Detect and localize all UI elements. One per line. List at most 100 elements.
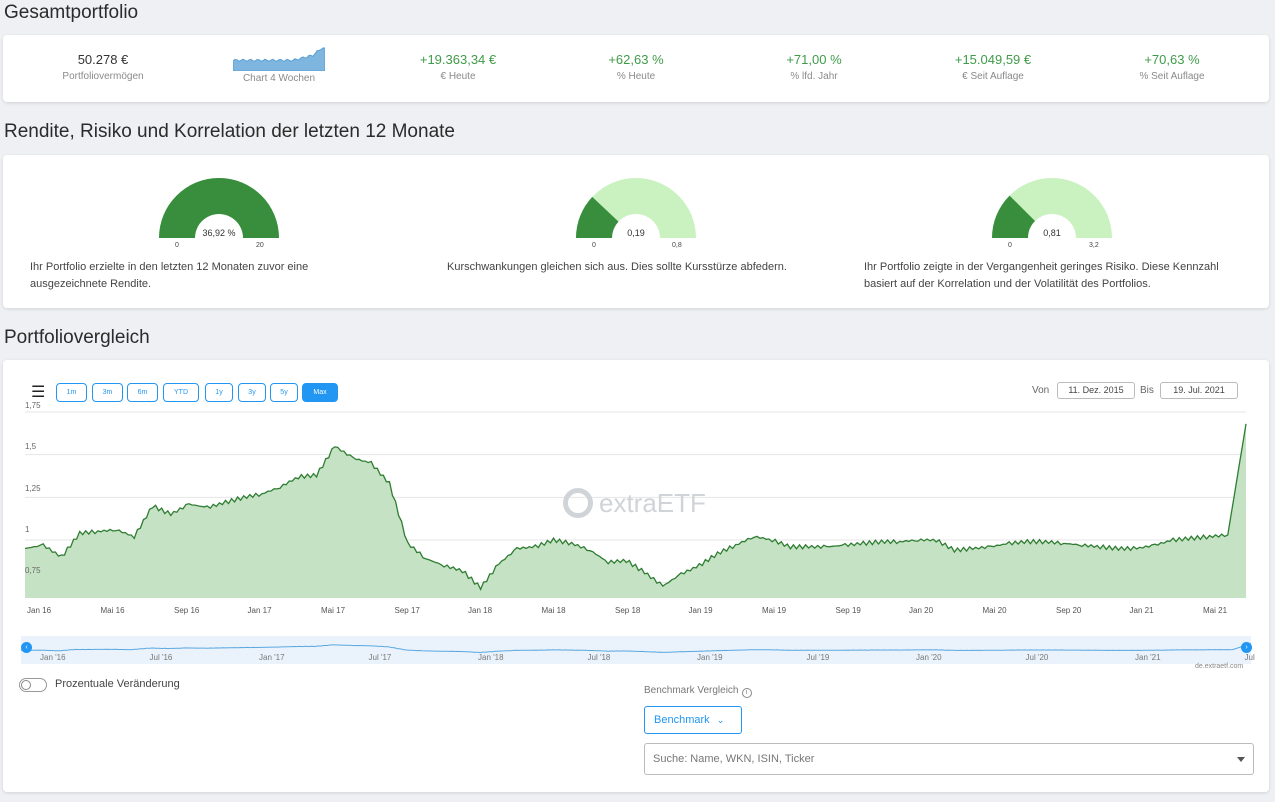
gauge-volatility-dial [576,178,696,238]
kpi-label: € Heute [440,71,476,82]
info-icon[interactable]: i [741,688,752,698]
risk-card: 36,92 % 0 20 Ihr Portfolio erzielte in d… [3,155,1269,308]
range-button-1m[interactable]: 1m [56,383,87,402]
menu-icon[interactable]: ☰ [31,384,46,401]
x-tick: Jan 18 [468,606,493,615]
gauge-description: Kurschwankungen gleichen sich aus. Dies … [447,261,787,273]
navigator-tick: Jan '19 [697,653,723,662]
kpi-value: +19.363,34 € [419,52,497,67]
x-tick: Mai 20 [982,606,1007,615]
gauge-risk-dial [992,178,1112,238]
overview-title: Gesamtportfolio [4,2,139,23]
kpi-portfolio-value: 50.278 € Portfoliovermögen [13,52,193,82]
navigator-tick: Jul '19 [806,653,830,662]
range-button-ytd[interactable]: YTD [163,383,199,402]
kpi-value: +71,00 % [786,52,842,67]
y-tick: 1 [25,525,30,534]
x-tick: Jan 21 [1129,606,1154,615]
kpi-percent-today: +62,63 % % Heute [546,52,726,82]
x-tick: Mai 19 [762,606,787,615]
y-tick: 1,75 [25,401,41,410]
x-tick: Mai 17 [321,606,346,615]
gauge-value: 36,92 % [202,228,236,238]
chevron-down-icon: ⌄ [716,715,725,725]
kpi-euro-today: +19.363,34 € € Heute [368,52,548,82]
percent-change-label: Prozentuale Veränderung [55,678,180,690]
navigator-tick: Jan '18 [478,653,504,662]
kpi-value: 50.278 € [77,52,129,67]
kpi-percent-ytd: +71,00 % % lfd. Jahr [724,52,904,82]
kpi-label: % lfd. Jahr [790,71,838,82]
kpi-label: % Heute [616,71,656,82]
date-from-input[interactable]: 11. Dez. 2015 [1057,382,1135,399]
x-tick: Jan 20 [909,606,934,615]
portfolio-chart[interactable] [3,360,1269,610]
y-tick: 1,25 [25,484,41,493]
navigator-right-handle-icon[interactable]: › [1241,642,1252,653]
gauge-min: 0 [1008,242,1012,249]
chart-series-line [24,423,1247,592]
kpi-label: % Seit Auflage [1139,71,1205,82]
watermark-logo-icon [563,488,593,518]
x-tick: Mai 18 [541,606,566,615]
range-button-3m[interactable]: 3m [92,383,123,402]
benchmark-search-input[interactable]: Suche: Name, WKN, ISIN, Ticker [644,743,1254,775]
x-tick: Mai 16 [100,606,125,615]
date-to-label: Bis [1140,385,1154,396]
x-tick: Jan 17 [247,606,272,615]
gauge-min: 0 [175,242,179,249]
range-button-1y[interactable]: 1y [205,383,233,402]
date-from-label: Von [1032,385,1050,396]
x-tick: Sep 17 [394,606,420,615]
navigator-tick: Jul '16 [149,653,173,662]
navigator-tick: Jan '21 [1135,653,1161,662]
kpi-label: € Seit Auflage [962,71,1024,82]
gauge-return-dial [159,177,279,238]
gauge-value: 0,19 [627,228,645,238]
risk-title: Rendite, Risiko und Korrelation der letz… [4,121,455,142]
range-button-5y[interactable]: 5y [270,383,298,402]
navigator-tick: Jan '17 [259,653,285,662]
navigator-tick: Jul '20 [1025,653,1049,662]
watermark: extraETF [563,488,706,519]
gauge-value: 0,81 [1043,228,1061,238]
dropdown-caret-icon[interactable] [1237,757,1245,762]
x-tick: Sep 19 [835,606,861,615]
x-tick: Sep 16 [174,606,200,615]
kpi-value: +62,63 % [608,52,664,67]
x-tick: Sep 18 [615,606,641,615]
date-to-input[interactable]: 19. Jul. 2021 [1160,382,1238,399]
kpi-label: Chart 4 Wochen [242,73,316,84]
gauge-description: Ihr Portfolio erzielte in den letzten 12… [30,261,309,290]
kpi-value: +70,63 % [1144,52,1200,67]
percent-change-toggle[interactable] [19,678,47,692]
navigator-tick: Jul [1244,653,1255,662]
navigator-tick: Jul '17 [368,653,392,662]
range-button-3y[interactable]: 3y [238,383,266,402]
gauge-max: 20 [256,242,264,249]
kpi-sparkline[interactable]: Chart 4 Wochen [189,47,369,84]
toggle-knob [21,680,31,690]
x-tick: Mai 21 [1203,606,1228,615]
kpi-value: +15.049,59 € [954,52,1032,67]
navigator-left-handle-icon[interactable]: ‹ [21,642,32,653]
gauge-max: 3,2 [1089,242,1099,249]
gauge-min: 0 [592,242,596,249]
benchmark-button[interactable]: Benchmark ⌄ [644,706,742,734]
x-tick: Jan 19 [688,606,713,615]
chart-area [25,423,1246,598]
kpi-card: 50.278 € Portfoliovermögen Chart 4 Woche… [3,35,1269,102]
y-tick: 0,75 [25,566,41,575]
navigator-tick: Jan '20 [916,653,942,662]
range-button-6m[interactable]: 6m [127,383,158,402]
navigator-tick: Jul '18 [587,653,611,662]
range-button-max[interactable]: Max [302,383,338,402]
x-tick: Jan 16 [27,606,52,615]
kpi-label: Portfoliovermögen [62,71,144,82]
chart-credit[interactable]: de.extraetf.com [1195,663,1244,670]
navigator-tick: Jan '16 [40,653,66,662]
chart-navigator[interactable] [21,636,1251,664]
kpi-percent-since-start: +70,63 % % Seit Auflage [1082,52,1262,82]
sparkline-chart [233,47,325,71]
gauge-max: 0,8 [672,242,682,249]
